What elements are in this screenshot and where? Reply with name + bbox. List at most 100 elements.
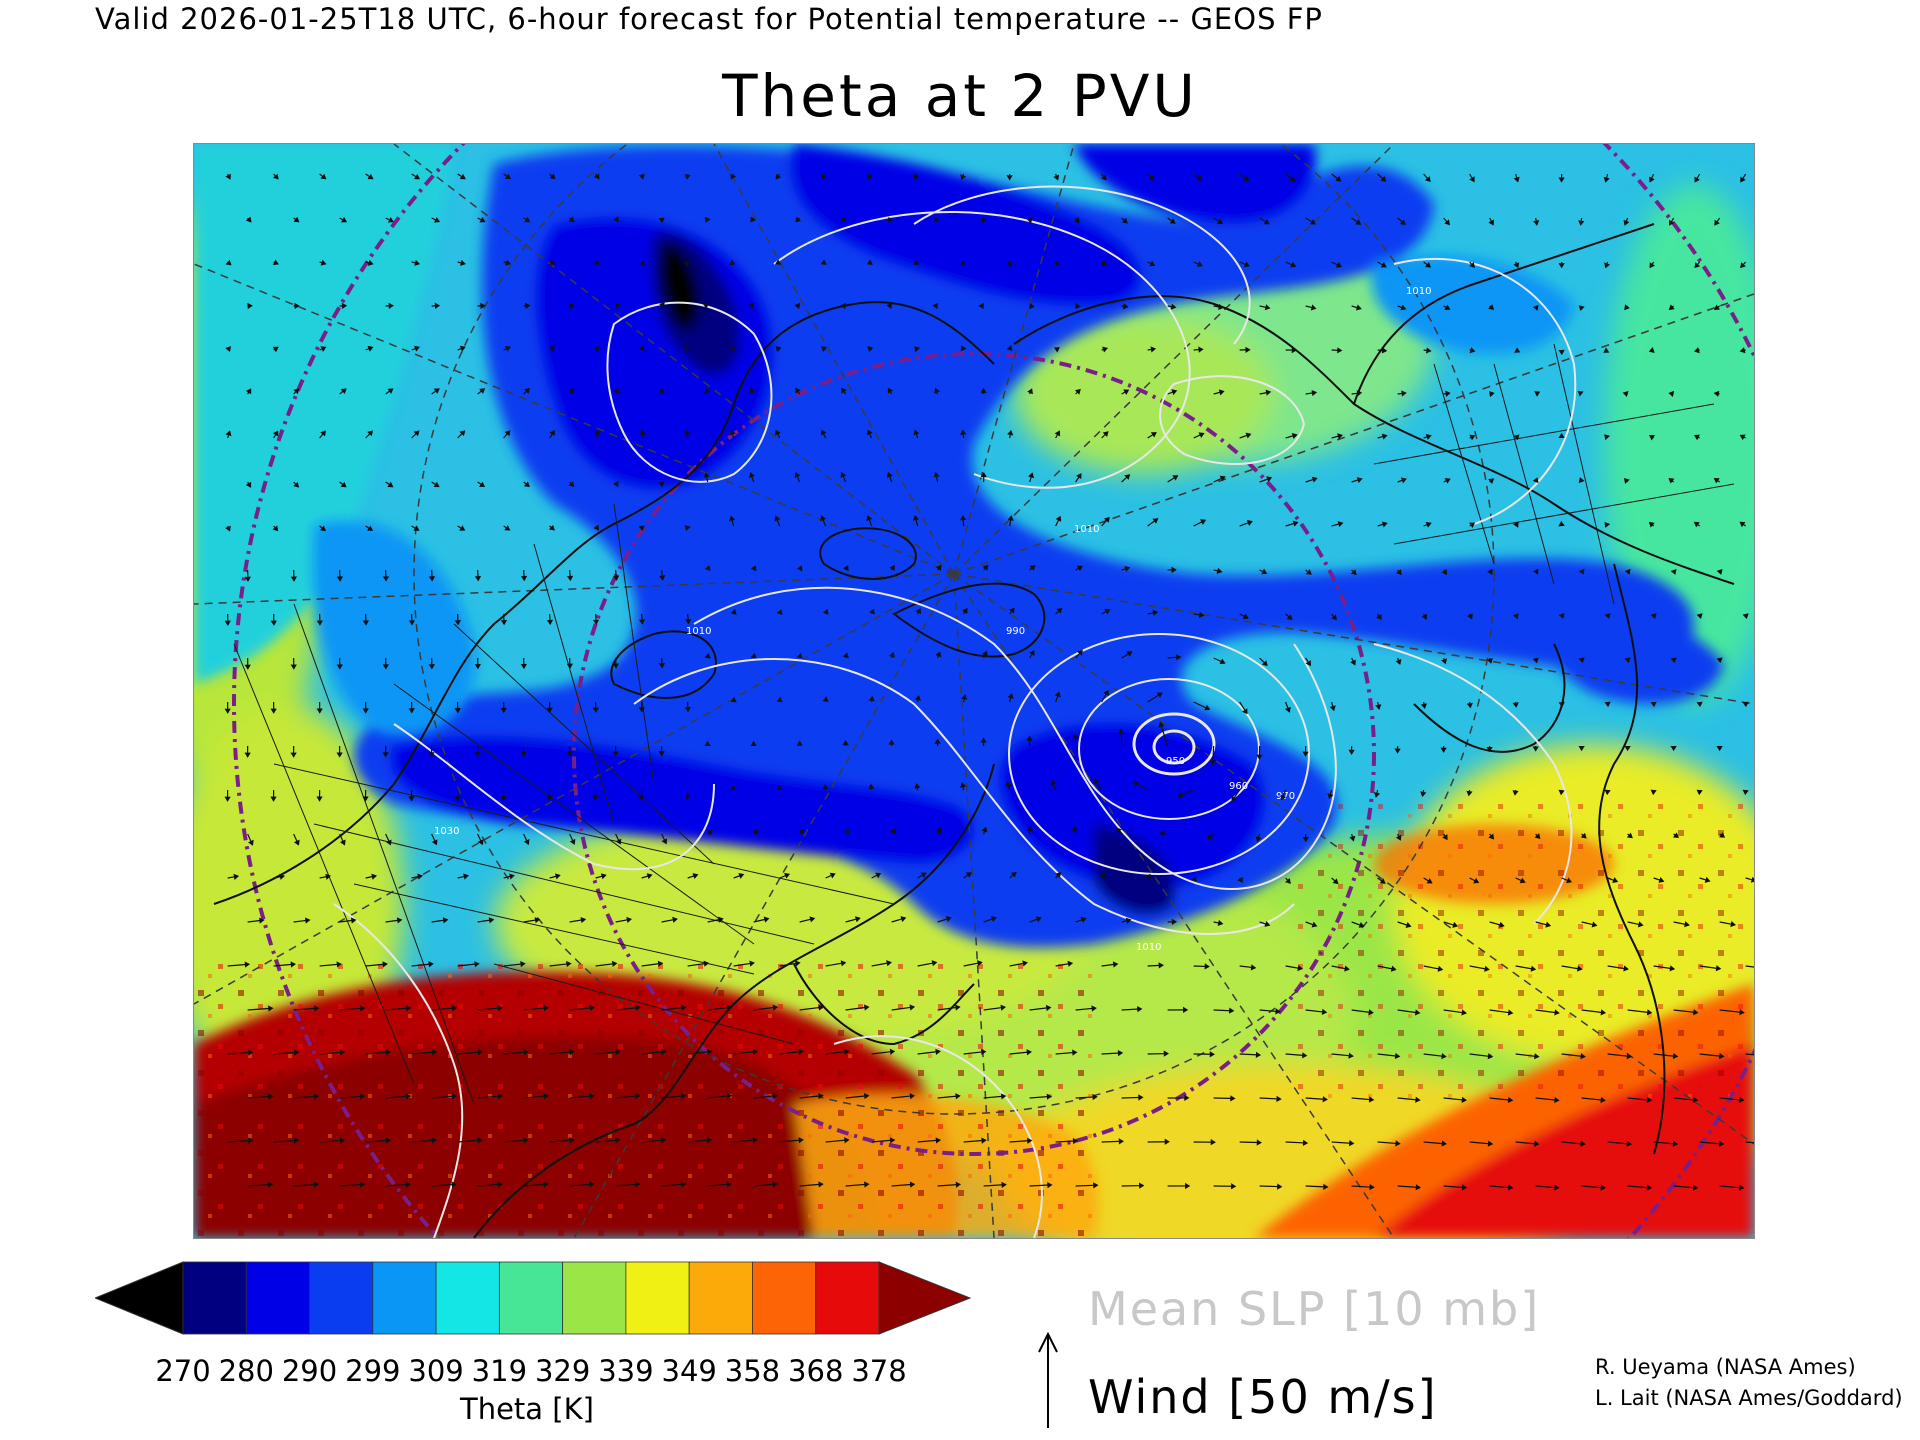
slp-label: 970 bbox=[1276, 791, 1295, 802]
wind-vector-head bbox=[267, 1093, 274, 1100]
latitude-circle-inner bbox=[413, 144, 1495, 1115]
wind-vector-head bbox=[1444, 478, 1451, 484]
wind-vector-head bbox=[1006, 345, 1013, 351]
wind-vector-head bbox=[1604, 613, 1611, 619]
wind-vector-head bbox=[1534, 391, 1541, 397]
theta-speckle-south bbox=[194, 964, 1094, 1238]
wind-vector-head bbox=[772, 1004, 779, 1011]
wind-vector-head bbox=[543, 1004, 550, 1012]
wind-vector-head bbox=[1401, 390, 1407, 397]
wind-vector-head bbox=[842, 652, 849, 659]
wind-vector-head bbox=[776, 784, 783, 791]
wind-vector-head bbox=[405, 1093, 412, 1100]
wind-vector-head bbox=[247, 839, 254, 846]
wind-vector-head bbox=[934, 387, 941, 394]
wind-vector-head bbox=[272, 525, 279, 532]
wind-vector-head bbox=[244, 752, 251, 758]
wind-vector bbox=[411, 1139, 436, 1143]
wind-vector-head bbox=[1395, 658, 1402, 665]
wind-vector-head bbox=[463, 873, 469, 880]
wind-vector-head bbox=[1693, 347, 1700, 354]
wind-vector-head bbox=[549, 346, 556, 352]
wind-vector-head bbox=[1289, 175, 1296, 182]
wind-vector-head bbox=[294, 302, 300, 310]
wind-vector-head bbox=[978, 302, 984, 310]
wind-vector-head bbox=[1053, 259, 1060, 266]
wind-vector-head bbox=[1124, 565, 1131, 572]
wind-vector-head bbox=[224, 620, 231, 626]
wind-vector-head bbox=[886, 302, 893, 310]
wind-vector-head bbox=[225, 173, 231, 180]
wind-vector-head bbox=[776, 696, 783, 703]
wind-vector-head bbox=[1321, 1008, 1328, 1015]
wind-vector-head bbox=[1437, 965, 1444, 972]
wind-vector-head bbox=[955, 1004, 961, 1011]
wind-vector-head bbox=[316, 796, 323, 802]
wind-vector-head bbox=[980, 1048, 987, 1056]
wind-vector bbox=[385, 1095, 411, 1099]
wind-vector-head bbox=[1487, 1140, 1494, 1147]
wind-vector-head bbox=[414, 345, 420, 352]
wind-vector-head bbox=[1400, 477, 1407, 484]
wind-vector-head bbox=[635, 1004, 641, 1012]
wind-vector-head bbox=[428, 752, 435, 758]
wind-vector-head bbox=[268, 1005, 274, 1012]
wind-vector bbox=[273, 1051, 299, 1055]
wind-vector-head bbox=[504, 430, 511, 437]
wind-vector-head bbox=[749, 960, 755, 967]
wind-vector-head bbox=[1071, 825, 1079, 832]
wind-vector-head bbox=[362, 620, 369, 626]
wind-vector-head bbox=[272, 346, 279, 353]
wind-vector-head bbox=[612, 751, 619, 757]
theta-map-svg: 950 960 970 990 1010 1010 1030 1010 1010 bbox=[194, 144, 1754, 1238]
wind-vector-head bbox=[340, 388, 347, 395]
wind-vector-head bbox=[313, 1181, 320, 1188]
wind-vector-head bbox=[1200, 519, 1207, 525]
wind-vector-head bbox=[549, 259, 556, 266]
wind-vector-head bbox=[293, 839, 300, 846]
wind-vector-head bbox=[454, 796, 461, 802]
wind-vector-head bbox=[1256, 754, 1263, 760]
wind-vector-head bbox=[1684, 921, 1690, 928]
wind-vector-head bbox=[1489, 390, 1495, 398]
wind-arrows bbox=[224, 173, 1754, 1191]
wind-vector-head bbox=[396, 917, 403, 924]
wind-vector-head bbox=[413, 430, 420, 437]
wind-vector-head bbox=[841, 387, 847, 394]
wind-vector-head bbox=[796, 565, 803, 572]
wind-vector-head bbox=[290, 576, 297, 582]
wind-vector-head bbox=[408, 796, 415, 802]
wind-vector-head bbox=[1280, 794, 1287, 801]
wind-vector-head bbox=[1507, 1009, 1514, 1016]
wind-vector-head bbox=[1715, 965, 1722, 972]
wind-vector-head bbox=[566, 751, 573, 757]
wind-vector-head bbox=[1000, 1093, 1007, 1100]
wind-vector-head bbox=[932, 302, 938, 310]
wind-vector-head bbox=[684, 525, 691, 531]
wind-vector-head bbox=[1440, 747, 1447, 753]
wind-vector-head bbox=[293, 1137, 300, 1144]
wind-vector-head bbox=[1425, 347, 1432, 354]
wind-vector-head bbox=[431, 1137, 438, 1144]
wind-vector-head bbox=[1207, 833, 1214, 840]
wind-vector-head bbox=[1534, 833, 1541, 840]
wind-vector-head bbox=[639, 260, 645, 267]
wind-vector-head bbox=[635, 1093, 641, 1100]
wind-vector-head bbox=[934, 216, 940, 223]
wind-vector-head bbox=[1217, 218, 1224, 225]
wind-vector-head bbox=[1530, 965, 1537, 972]
wind-vector bbox=[227, 1139, 253, 1143]
wind-vector-head bbox=[1035, 916, 1042, 923]
colorbar-tick-label: 299 bbox=[345, 1354, 401, 1388]
wind-vector-head bbox=[387, 388, 394, 394]
wind-vector-head bbox=[1093, 1182, 1099, 1189]
wind-vector-head bbox=[569, 838, 576, 845]
wind-vector-head bbox=[1163, 1050, 1169, 1057]
wind-vector-head bbox=[867, 346, 874, 353]
wind-vector-head bbox=[867, 173, 873, 180]
wind-vector-head bbox=[980, 737, 987, 743]
wind-vector-head bbox=[270, 620, 277, 626]
wind-vector-head bbox=[684, 707, 691, 713]
wind-vector-head bbox=[1650, 789, 1657, 796]
wind-vector-head bbox=[1245, 432, 1252, 439]
